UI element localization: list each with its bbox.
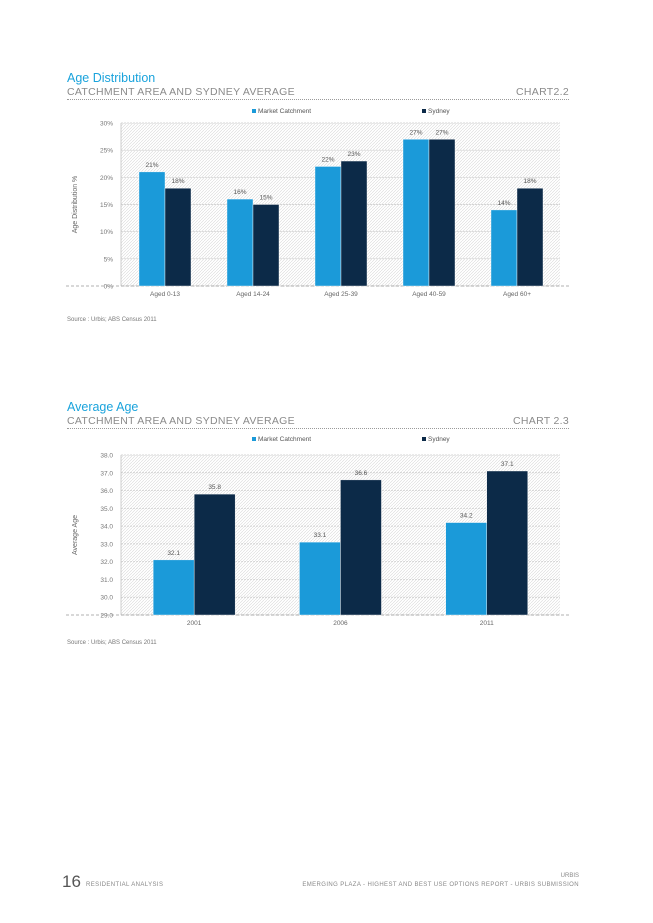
data-label: 32.1 <box>167 550 180 557</box>
y-tick-label: 25% <box>100 148 113 155</box>
chart1-rule <box>67 99 569 100</box>
bar <box>252 204 280 287</box>
bar <box>445 522 487 616</box>
bar <box>428 139 456 287</box>
age-distribution-chart: 0% 5% 10% 15% 20% 25% 30% Age Distribution % Mar… <box>66 108 570 298</box>
y-axis-label: Average Age <box>72 515 79 555</box>
y-tick-label: 20% <box>100 175 113 182</box>
bar <box>490 209 518 287</box>
y-tick-label: 36.0 <box>100 488 113 495</box>
chart2-source: Source : Urbis; ABS Census 2011 <box>67 640 157 646</box>
data-label: 14% <box>497 200 510 207</box>
bar <box>402 139 430 287</box>
bar <box>152 559 195 616</box>
y-tick-label: 30% <box>100 121 113 128</box>
legend-label: Market Catchment <box>258 108 311 115</box>
bar <box>314 166 342 287</box>
y-tick-label: 34.0 <box>100 524 113 531</box>
x-tick-label: Aged 14-24 <box>236 291 270 298</box>
legend-swatch <box>422 109 426 113</box>
x-tick-label: Aged 40-59 <box>412 291 446 298</box>
legend-swatch <box>252 437 256 441</box>
y-tick-label: 32.0 <box>100 559 113 566</box>
data-label: 35.8 <box>208 484 221 491</box>
y-tick-label: 33.0 <box>100 541 113 548</box>
chart2-rule <box>67 428 569 429</box>
bar <box>226 198 254 287</box>
y-tick-label: 30.0 <box>100 595 113 602</box>
x-tick-label: Aged 25-39 <box>324 291 358 298</box>
bar <box>486 470 528 616</box>
footer-section: RESIDENTIAL ANALYSIS <box>86 882 164 888</box>
legend-swatch <box>422 437 426 441</box>
bar <box>516 187 544 287</box>
y-axis-label: Age Distribution % <box>72 176 79 234</box>
y-tick-label: 31.0 <box>100 577 113 584</box>
x-tick-label: 2006 <box>333 620 348 627</box>
data-label: 36.6 <box>355 470 368 477</box>
y-tick-label: 10% <box>100 229 113 236</box>
data-label: 27% <box>435 129 448 136</box>
data-label: 22% <box>321 156 334 163</box>
data-label: 23% <box>347 151 360 158</box>
data-label: 21% <box>145 162 158 169</box>
legend-label: Sydney <box>428 436 450 443</box>
bar <box>299 541 341 616</box>
y-tick-label: 15% <box>100 202 113 209</box>
chart1-source: Source : Urbis; ABS Census 2011 <box>67 317 157 323</box>
chart1-number: CHART2.2 <box>516 86 569 98</box>
chart1-subtitle: CATCHMENT AREA AND SYDNEY AVERAGE <box>67 86 295 98</box>
x-tick-label: 2011 <box>480 620 494 627</box>
bar <box>138 171 166 287</box>
data-label: 27% <box>409 129 422 136</box>
chart2-title: Average Age <box>67 400 139 414</box>
x-tick-label: Aged 60+ <box>503 291 531 298</box>
y-tick-label: 29.0 <box>100 613 113 620</box>
bar <box>340 479 382 616</box>
bar <box>340 160 368 287</box>
legend-label: Market Catchment <box>258 436 311 443</box>
data-label: 18% <box>523 178 536 185</box>
data-label: 18% <box>171 178 184 185</box>
data-label: 15% <box>259 195 272 202</box>
y-tick-label: 0% <box>104 284 114 291</box>
data-label: 33.1 <box>314 532 327 539</box>
legend-swatch <box>252 109 256 113</box>
data-label: 16% <box>233 189 246 196</box>
page-number: 16 <box>62 872 81 891</box>
data-label: 34.2 <box>460 513 473 520</box>
y-tick-label: 5% <box>104 256 114 263</box>
chart1-title: Age Distribution <box>67 71 156 85</box>
y-tick-label: 35.0 <box>100 506 113 513</box>
chart2-subtitle: CATCHMENT AREA AND SYDNEY AVERAGE <box>67 415 295 427</box>
average-age-chart: 29.0 30.0 31.0 32.0 33.0 34.0 35.0 36.0 37.0 38.0… <box>66 436 570 627</box>
footer-document: EMERGING PLAZA - HIGHEST AND BEST USE OP… <box>302 882 579 888</box>
bar <box>193 493 236 616</box>
data-label: 37.1 <box>501 461 514 468</box>
x-tick-label: 2001 <box>187 620 202 627</box>
chart2-number: CHART 2.3 <box>513 415 569 427</box>
y-tick-label: 38.0 <box>100 453 113 460</box>
footer-brand: URBIS <box>560 873 579 879</box>
bar <box>164 187 192 287</box>
x-tick-label: Aged 0-13 <box>150 291 180 298</box>
y-tick-label: 37.0 <box>100 470 113 477</box>
legend-label: Sydney <box>428 108 450 115</box>
